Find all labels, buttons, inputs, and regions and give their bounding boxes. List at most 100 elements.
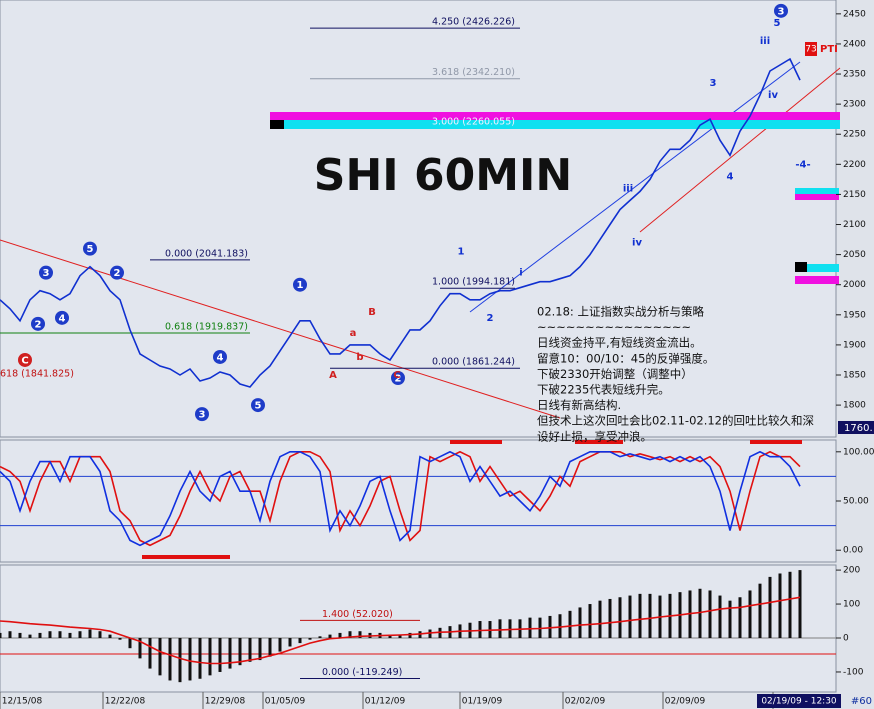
wave-label: iii — [760, 36, 770, 47]
y-tick-label: 1900 — [843, 340, 866, 350]
note-line: 设好止损，享受冲浪。 — [537, 429, 652, 443]
histogram-bar — [568, 610, 572, 639]
wave-circle — [110, 265, 124, 280]
histogram-bar — [178, 638, 182, 683]
wave-circle — [293, 277, 307, 292]
level-band — [795, 264, 839, 272]
marker-box — [805, 42, 817, 56]
wave-label: 2 — [487, 313, 494, 324]
histogram-bar — [258, 638, 262, 661]
histogram-bar — [768, 576, 772, 639]
y-tick-label: -100 — [843, 667, 864, 677]
y-tick-label: 1950 — [843, 310, 866, 320]
x-tick-label: 12/29/08 — [205, 697, 246, 707]
histogram-bar — [198, 638, 202, 679]
histogram-bar — [798, 570, 802, 639]
y-tick-label: 100.00 — [843, 447, 874, 457]
wave-circle — [391, 371, 405, 386]
histogram-bar — [618, 597, 622, 639]
wave-circle-label: 4 — [217, 352, 224, 363]
period: #60 — [851, 696, 872, 707]
fib-label: 1.000 (1994.181) — [432, 277, 515, 288]
histogram-bar — [388, 634, 392, 639]
price-panel — [0, 0, 837, 438]
wave-circle — [55, 310, 69, 325]
histogram-bar — [78, 631, 82, 639]
histogram-bar — [0, 632, 2, 639]
macd-line — [0, 596, 801, 665]
wave-circle — [251, 398, 265, 413]
histogram-bar — [648, 593, 652, 639]
last-price-box — [838, 421, 874, 434]
x-tick-label: 01/05/09 — [265, 697, 306, 707]
x-tick-label: 12/22/08 — [105, 697, 146, 707]
wave-label: a — [350, 328, 357, 339]
y-tick-label: 0.00 — [843, 546, 863, 556]
signal-bar — [750, 440, 802, 444]
signal-bar — [450, 440, 502, 444]
note-line: 下破2330开始调整（调整中） — [537, 367, 693, 381]
fib-label: 1.400 (52.020) — [322, 609, 393, 620]
x-tick-label: 02/02/09 — [565, 697, 606, 707]
histogram-bar — [128, 638, 132, 649]
y-tick-label: 2000 — [843, 280, 866, 290]
histogram-bar — [28, 634, 32, 639]
y-tick-label: 100 — [843, 600, 860, 610]
y-tick-label: 2250 — [843, 130, 866, 140]
y-tick-label: 1850 — [843, 371, 866, 381]
histogram-bar — [738, 597, 742, 639]
wave-label: -4- — [795, 159, 810, 170]
x-tick-box — [757, 694, 841, 708]
histogram-bar — [558, 614, 562, 639]
wave-label: 4 — [727, 171, 734, 182]
y-tick-label: 2050 — [843, 250, 866, 260]
histogram-bar — [408, 632, 412, 639]
fib-label: 0.000 (1861.244) — [432, 357, 515, 368]
histogram-bar — [758, 583, 762, 639]
histogram-bar — [578, 607, 582, 639]
wave-circle — [18, 352, 32, 367]
note-line: 日线资金持平,有短线资金流出。 — [537, 336, 702, 350]
fib-label: 3.618 (2342.210) — [432, 67, 515, 78]
histogram-bar — [298, 638, 302, 644]
y-tick-label: 2450 — [843, 9, 866, 19]
wave-circle-label: 5 — [87, 244, 94, 255]
histogram-bar — [168, 638, 172, 681]
fib-label: 3.000 (2260.055) — [432, 117, 515, 128]
histogram-bar — [588, 604, 592, 639]
histogram-bar — [38, 632, 42, 639]
x-tick-label: 02/09/09 — [665, 697, 706, 707]
wave-circle-label: 5 — [255, 401, 262, 412]
marker-text: PTI — [820, 44, 838, 55]
histogram-bar — [318, 636, 322, 639]
histogram-bar — [498, 619, 502, 639]
note-line: 日线有新高结构. — [537, 398, 621, 412]
x-tick-label: 01/19/09 — [462, 697, 503, 707]
y-tick-label: 2350 — [843, 70, 866, 80]
histogram-bar — [638, 593, 642, 639]
histogram-bar — [218, 638, 222, 672]
note-line: 02.18: 上证指数实战分析与策略 — [537, 305, 704, 319]
channel-line — [639, 67, 841, 233]
wave-label: 5 — [774, 18, 781, 29]
histogram-bar — [188, 638, 192, 681]
fib-label: 0.000 (-119.249) — [322, 667, 402, 678]
wave-circle-label: C — [21, 355, 28, 366]
level-band — [270, 112, 840, 120]
level-band — [795, 188, 839, 194]
histogram-bar — [18, 632, 22, 639]
wave-circle-label: 2 — [395, 374, 402, 385]
histogram-bar — [238, 638, 242, 666]
y-tick-label: 200 — [843, 566, 860, 576]
histogram-bar — [208, 638, 212, 676]
histogram-bar — [278, 638, 282, 652]
histogram-bar — [598, 600, 602, 639]
histogram-bar — [288, 638, 292, 647]
histogram-bar — [728, 600, 732, 639]
histogram-bar — [8, 631, 12, 639]
fib-label: 618 (1841.825) — [0, 368, 74, 379]
y-tick-label: 2150 — [843, 190, 866, 200]
wave-circle-label: 2 — [35, 319, 42, 330]
y-tick-label: 2300 — [843, 100, 866, 110]
